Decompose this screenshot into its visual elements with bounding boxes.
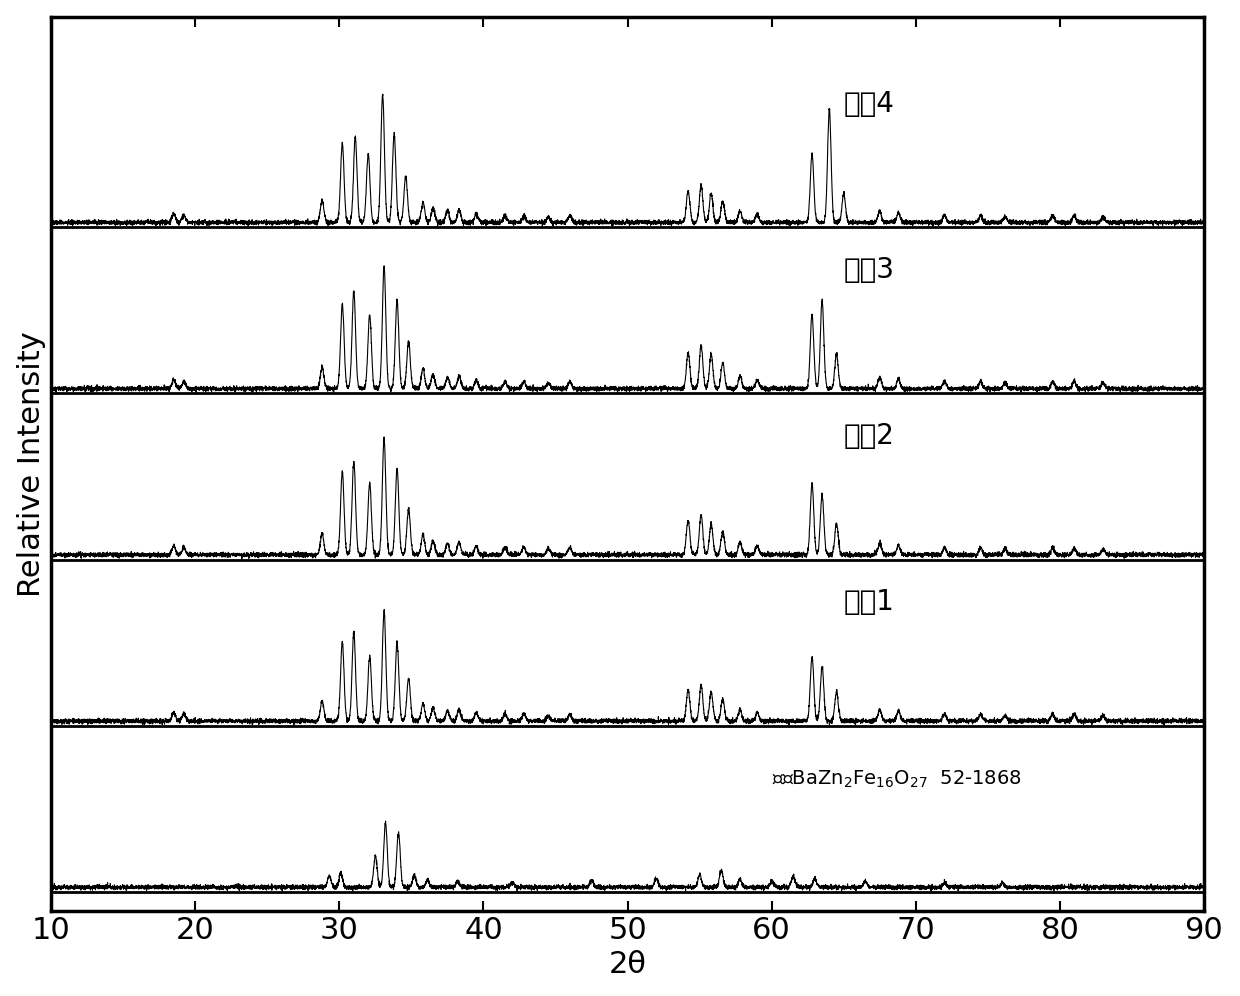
Text: 样哈2: 样哈2 [843,422,894,450]
Y-axis label: Relative Intensity: Relative Intensity [16,331,46,597]
X-axis label: 2θ: 2θ [609,950,646,979]
Text: 样哈3: 样哈3 [843,256,895,284]
Text: 标准BaZn$_2$Fe$_{16}$O$_{27}$  52-1868: 标准BaZn$_2$Fe$_{16}$O$_{27}$ 52-1868 [771,769,1022,790]
Text: 样哈4: 样哈4 [843,90,894,118]
Text: 样哈1: 样哈1 [843,589,894,617]
